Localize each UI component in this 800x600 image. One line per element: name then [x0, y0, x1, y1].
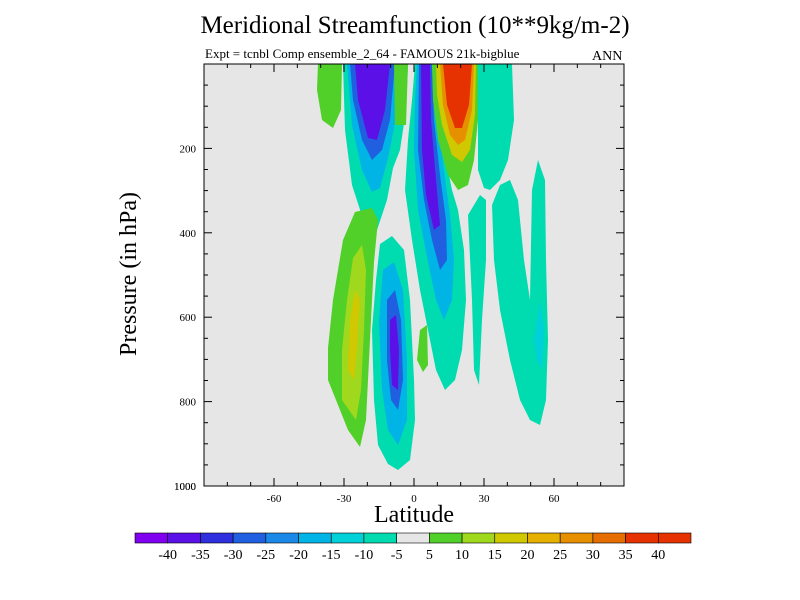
colorbar-label: -35	[191, 548, 210, 563]
colorbar-swatch	[134, 532, 169, 544]
colorbar-label: 30	[586, 548, 600, 563]
colorbar-swatch	[167, 532, 201, 544]
contour-region-23	[478, 64, 514, 190]
y-axis-label: Pressure (in hPa)	[116, 192, 142, 356]
colorbar-swatch	[494, 532, 528, 544]
colorbar-label: -5	[391, 548, 403, 563]
y-tick-label: 200	[180, 143, 197, 155]
colorbar-label: 40	[651, 548, 665, 563]
y-tick-label: 800	[180, 397, 197, 409]
colorbar-swatch	[232, 532, 267, 544]
contour-region-5	[317, 64, 342, 128]
colorbar: -40 -35 -30 -25 -20 -15 -10 -5 5 10 15 20 25 30 35 40	[134, 532, 692, 563]
x-axis-label: Latitude	[374, 502, 454, 528]
colorbar-label: 35	[619, 548, 633, 563]
colorbar-swatch	[592, 532, 626, 544]
x-tick-label: 0	[411, 493, 417, 505]
colorbar-label: 10	[455, 548, 469, 563]
season-label: ANN	[592, 49, 623, 64]
colorbar-swatch	[265, 532, 299, 544]
colorbar-swatch	[527, 532, 561, 544]
x-tick-label: 60	[549, 493, 561, 505]
colorbar-label: 5	[426, 548, 433, 563]
colorbar-label: 15	[488, 548, 502, 563]
y-tick-label: 1000	[174, 481, 197, 493]
contour-region-26	[534, 300, 544, 370]
chart-title: Meridional Streamfunction (10**9kg/m-2)	[200, 12, 630, 39]
contour-region-24	[468, 195, 486, 385]
colorbar-swatch	[559, 532, 594, 544]
colorbar-swatch	[298, 532, 332, 544]
x-tick-label: -60	[267, 493, 282, 505]
contour-fill-layer	[317, 64, 548, 470]
contour-region-22	[443, 64, 472, 128]
colorbar-swatch	[461, 532, 496, 544]
contour-region-18	[421, 64, 440, 230]
x-tick-label: -30	[337, 493, 352, 505]
colorbar-label: -15	[322, 548, 341, 563]
contour-region-14	[417, 325, 428, 372]
y-tick-label-bottom: 1000	[174, 481, 197, 493]
x-tick-label: 30	[479, 493, 491, 505]
y-tick-label: 400	[180, 228, 197, 240]
colorbar-label: -40	[158, 548, 177, 563]
colorbar-swatch	[200, 532, 234, 544]
colorbar-label: -10	[355, 548, 374, 563]
colorbar-swatch	[396, 532, 430, 544]
colorbar-swatch	[429, 532, 463, 544]
colorbar-swatch	[625, 532, 659, 544]
colorbar-swatch	[363, 532, 397, 544]
colorbar-label: 20	[520, 548, 534, 563]
contour-region-9	[348, 290, 360, 380]
colorbar-label: -30	[224, 548, 243, 563]
contour-region-6	[394, 64, 408, 125]
colorbar-label: -20	[289, 548, 308, 563]
colorbar-label: -25	[256, 548, 275, 563]
contour-region-13	[390, 315, 399, 390]
experiment-subtitle: Expt = tcnbl Comp ensemble_2_64 - FAMOUS…	[205, 46, 520, 61]
colorbar-swatch	[330, 532, 365, 544]
colorbar-swatch	[657, 532, 692, 544]
y-tick-label: 600	[180, 312, 197, 324]
contour-region-4	[355, 64, 390, 140]
contour-region-25	[492, 160, 548, 425]
colorbar-label: 25	[553, 548, 567, 563]
